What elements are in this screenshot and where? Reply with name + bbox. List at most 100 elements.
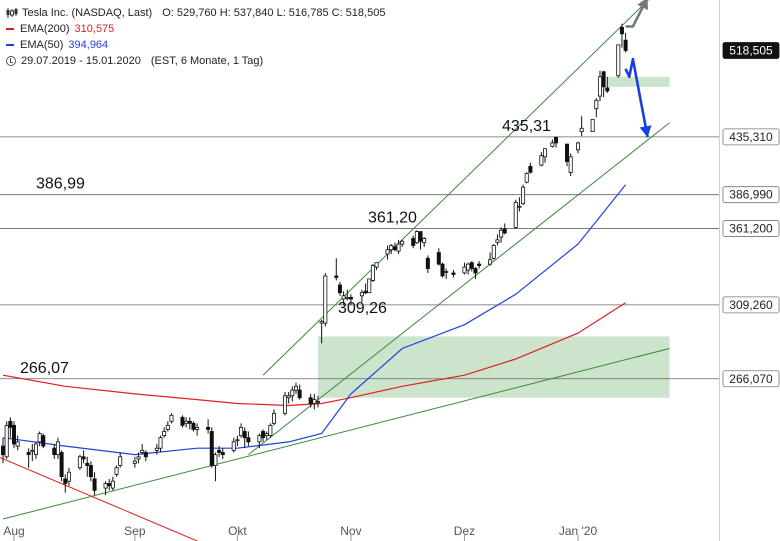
candle xyxy=(554,136,559,148)
x-tick-label: Nov xyxy=(340,524,361,538)
long-term-support xyxy=(2,347,670,520)
channel-lower xyxy=(248,122,670,456)
legend-ohlc: O: 529,760 H: 537,840 L: 516,785 C: 518,… xyxy=(162,7,386,19)
candle-body xyxy=(283,395,288,414)
candle-body xyxy=(444,271,449,273)
candle-body xyxy=(488,259,493,265)
candle xyxy=(524,172,529,184)
candle xyxy=(597,70,602,102)
candle xyxy=(495,234,500,246)
candle xyxy=(169,413,174,424)
candle xyxy=(348,294,353,306)
candle xyxy=(268,423,273,438)
candle-body xyxy=(290,389,295,397)
candle-body xyxy=(616,44,621,77)
candle-body xyxy=(37,433,42,443)
candle xyxy=(418,231,423,250)
candle-body xyxy=(41,435,46,447)
candle-body xyxy=(180,416,185,426)
candle-body xyxy=(312,399,317,404)
candle-body xyxy=(162,431,167,437)
candle-body xyxy=(143,452,148,458)
level-label-0: 435,31 xyxy=(502,118,551,135)
candle xyxy=(209,427,214,468)
level-tag-0: 435,310 xyxy=(729,130,773,144)
candle xyxy=(162,427,167,438)
candle-body xyxy=(293,385,298,391)
candle-body xyxy=(539,155,544,166)
candle xyxy=(528,162,533,174)
candle xyxy=(539,152,544,167)
candle-body xyxy=(81,456,86,460)
candle-body xyxy=(359,292,364,297)
candle-body xyxy=(499,229,504,238)
candle-body xyxy=(209,431,214,466)
candle xyxy=(257,433,262,449)
candle-body xyxy=(513,201,518,228)
candle xyxy=(323,272,328,327)
candle-body xyxy=(367,278,372,294)
candle xyxy=(246,431,251,447)
candle-body xyxy=(462,266,467,274)
level-tag-1-box xyxy=(722,186,780,204)
candle-body xyxy=(30,449,35,452)
candle-body xyxy=(213,454,218,466)
candle-body xyxy=(154,447,159,451)
candle-body xyxy=(52,447,57,456)
candle xyxy=(283,391,288,416)
candle-body xyxy=(528,165,533,173)
candle xyxy=(143,450,148,462)
candle-body xyxy=(594,99,599,110)
candle-body xyxy=(184,420,189,424)
candle xyxy=(590,119,595,133)
candle xyxy=(235,435,240,447)
candle-body xyxy=(297,389,302,399)
candle xyxy=(396,239,401,254)
legend-title: Tesla Inc. (NASDAQ, Last) xyxy=(22,7,153,19)
candle xyxy=(473,267,478,279)
candle xyxy=(422,237,427,247)
candle xyxy=(264,431,269,440)
x-tick-label: Aug xyxy=(3,524,24,538)
chart-legend: Tesla Inc. (NASDAQ, Last) O: 529,760 H: … xyxy=(6,5,385,69)
candle-body xyxy=(77,456,82,469)
candle xyxy=(140,443,145,455)
candle-body xyxy=(59,452,64,478)
candle xyxy=(85,456,90,477)
x-tick-label: Okt xyxy=(228,524,247,538)
candle xyxy=(41,433,46,449)
ema50-line xyxy=(2,184,627,456)
candle xyxy=(103,481,108,496)
candle-body xyxy=(334,275,339,278)
candle-body xyxy=(411,238,416,246)
candle-body xyxy=(550,142,555,147)
candle-body xyxy=(114,467,119,475)
legend-ema50-row: EMA(50) 394,964 xyxy=(6,37,385,53)
candle xyxy=(411,235,416,249)
candle-body xyxy=(425,257,430,269)
candle xyxy=(272,409,277,426)
candle xyxy=(8,417,13,438)
candle xyxy=(425,255,430,273)
candle xyxy=(616,44,621,78)
candle xyxy=(88,461,93,482)
level-tag-2-box xyxy=(722,220,780,237)
candle-body xyxy=(140,449,145,453)
candle-body xyxy=(440,263,445,277)
candle-body xyxy=(1,445,6,456)
candle xyxy=(242,427,247,449)
candle-body xyxy=(389,245,394,251)
candle xyxy=(392,242,397,252)
candle xyxy=(213,452,218,482)
candle-body xyxy=(55,441,60,456)
candle xyxy=(363,283,368,295)
legend-range-row: 29.07.2019 - 15.01.2020 (EST, 6 Monate, … xyxy=(6,53,385,69)
candle xyxy=(4,421,9,459)
ema50-label: EMA(50) xyxy=(20,39,64,51)
x-tick-label: Dez xyxy=(454,524,475,538)
candle xyxy=(568,153,573,177)
candle-body xyxy=(466,263,471,271)
candle xyxy=(55,437,60,459)
candle xyxy=(319,319,324,344)
candle xyxy=(261,429,266,442)
